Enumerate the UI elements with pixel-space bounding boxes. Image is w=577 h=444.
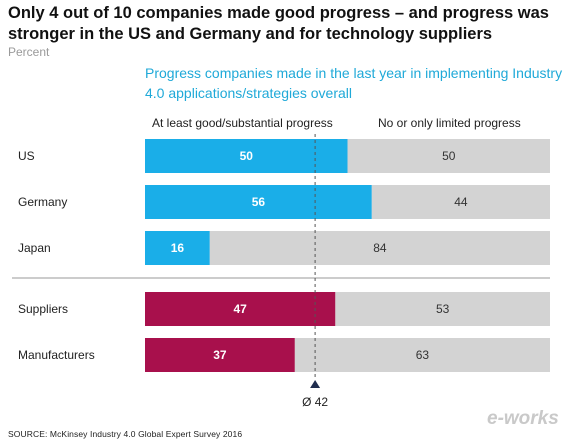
value-label-limited-us: 50 <box>442 149 456 163</box>
watermark-logo: e-works <box>487 408 559 429</box>
average-label: Ø 42 <box>302 395 328 409</box>
value-label-good-japan: 16 <box>171 241 185 255</box>
average-marker-icon <box>310 380 321 388</box>
category-label-germany: Germany <box>18 195 67 209</box>
chart-title: Only 4 out of 10 companies made good pro… <box>8 4 549 43</box>
category-label-us: US <box>18 149 35 163</box>
value-label-limited-suppliers: 53 <box>436 302 450 316</box>
bar-limited-germany <box>371 185 550 219</box>
category-label-japan: Japan <box>18 241 51 255</box>
source-note: SOURCE: McKinsey Industry 4.0 Global Exp… <box>8 429 243 439</box>
value-label-limited-manufacturers: 63 <box>416 348 430 362</box>
bar-good-japan <box>145 231 210 265</box>
bar-limited-us <box>347 139 550 173</box>
category-label-suppliers: Suppliers <box>18 302 68 316</box>
bar-limited-suppliers <box>335 292 550 326</box>
category-label-manufacturers: Manufacturers <box>18 348 95 362</box>
bar-limited-japan <box>209 231 551 265</box>
value-label-limited-germany: 44 <box>454 195 468 209</box>
value-label-limited-japan: 84 <box>373 241 387 255</box>
value-label-good-suppliers: 47 <box>233 302 247 316</box>
bar-good-us <box>145 139 348 173</box>
bar-good-germany <box>145 185 372 219</box>
legend-progress-good: At least good/substantial progress <box>152 116 333 130</box>
unit-label: Percent <box>8 45 50 59</box>
bar-limited-manufacturers <box>294 338 550 372</box>
legend-progress-limited: No or only limited progress <box>378 116 521 130</box>
value-label-good-us: 50 <box>240 149 254 163</box>
value-label-good-manufacturers: 37 <box>213 348 227 362</box>
bar-good-suppliers <box>145 292 336 326</box>
chart-subtitle: Progress companies made in the last year… <box>145 65 563 101</box>
value-label-good-germany: 56 <box>252 195 266 209</box>
bar-good-manufacturers <box>145 338 295 372</box>
